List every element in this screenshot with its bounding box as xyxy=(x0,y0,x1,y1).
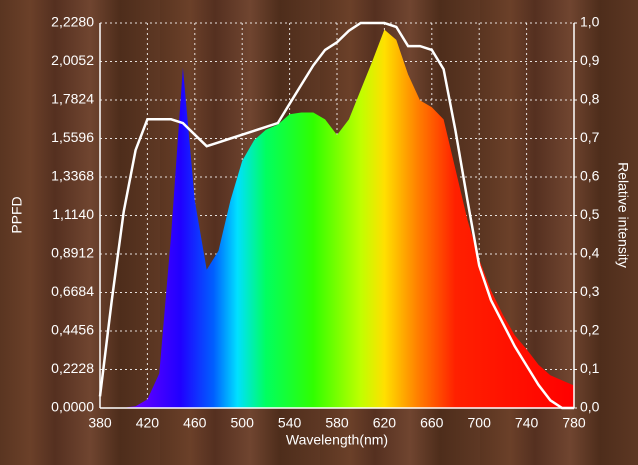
x-tick-label: 380 xyxy=(88,415,112,431)
y-tick-label: 2,2280 xyxy=(51,14,94,30)
x-tick-label: 580 xyxy=(325,415,349,431)
y2-tick-label: 0,4 xyxy=(580,245,600,261)
y-tick-label: 0,2228 xyxy=(51,360,94,376)
y-tick-label: 0,8912 xyxy=(51,245,94,261)
y2-tick-label: 0,8 xyxy=(580,91,600,107)
x-tick-label: 740 xyxy=(515,415,539,431)
y2-tick-label: 0,9 xyxy=(580,52,600,68)
y-tick-label: 1,3368 xyxy=(51,168,94,184)
spectrum-area xyxy=(100,29,574,408)
y-tick-label: 0,6684 xyxy=(51,283,94,299)
y2-tick-label: 0,1 xyxy=(580,360,600,376)
x-axis-title: Wavelength(nm) xyxy=(286,432,388,448)
y-tick-label: 1,1140 xyxy=(52,206,94,222)
y-tick-label: 0,4456 xyxy=(51,322,94,338)
y-tick-label: 2,0052 xyxy=(51,52,94,68)
x-tick-label: 420 xyxy=(136,415,160,431)
x-tick-label: 460 xyxy=(183,415,207,431)
y2-tick-label: 0,7 xyxy=(580,129,600,145)
y2-tick-label: 0,0 xyxy=(580,399,600,415)
intensity-line xyxy=(98,21,574,410)
x-tick-label: 700 xyxy=(468,415,492,431)
y2-tick-label: 0,6 xyxy=(580,168,600,184)
y2-tick-label: 0,2 xyxy=(580,322,600,338)
y2-tick-label: 0,5 xyxy=(580,206,600,222)
y-tick-label: 1,5596 xyxy=(51,129,94,145)
y-axis-title: PPFD xyxy=(9,196,25,233)
x-tick-label: 500 xyxy=(231,415,255,431)
y2-tick-label: 0,3 xyxy=(580,283,600,299)
y-tick-label: 1,7824 xyxy=(51,91,94,107)
x-tick-label: 540 xyxy=(278,415,302,431)
y2-tick-label: 1,0 xyxy=(580,14,600,30)
x-tick-label: 660 xyxy=(420,415,444,431)
y2-axis-title: Relative intensity xyxy=(615,162,631,268)
x-tick-label: 780 xyxy=(562,415,586,431)
y-tick-label: 0,0000 xyxy=(51,399,94,415)
x-tick-label: 620 xyxy=(373,415,397,431)
